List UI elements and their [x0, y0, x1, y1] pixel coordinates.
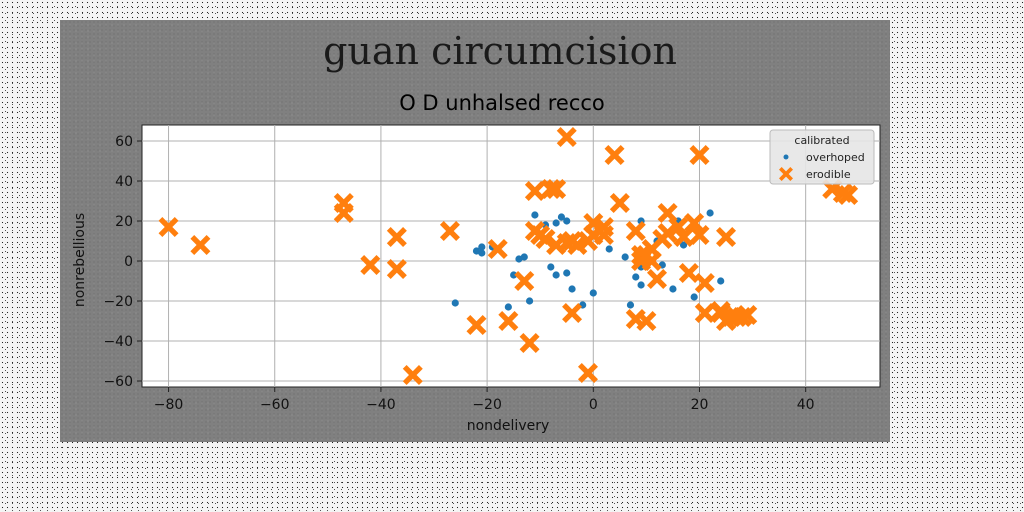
data-point-erodible: [360, 255, 381, 275]
series-erodible: [158, 127, 859, 385]
data-point-overhoped: [632, 273, 640, 281]
data-point-overhoped: [626, 301, 635, 309]
data-point-erodible: [657, 223, 678, 243]
data-point-erodible: [535, 229, 556, 249]
data-point-erodible: [604, 145, 625, 165]
x-tick-label: 0: [589, 397, 598, 413]
data-point-erodible: [402, 365, 423, 385]
data-point-overhoped: [478, 249, 486, 257]
scatter-chart: guan circumcision O D unhalsed recco −80…: [72, 29, 881, 434]
legend-x-shape: [779, 167, 793, 181]
y-tick-label: −20: [103, 294, 133, 310]
data-point-erodible: [439, 221, 460, 241]
grid-lines: [142, 125, 880, 387]
data-point-erodible: [546, 179, 567, 199]
legend-label-overhoped: overhoped: [806, 151, 865, 164]
data-point-overhoped: [552, 271, 560, 279]
data-point-erodible: [631, 245, 652, 265]
data-point-erodible: [514, 271, 535, 291]
data-point-erodible: [487, 239, 508, 259]
data-point-erodible: [716, 227, 737, 247]
data-point-erodible: [684, 213, 705, 233]
x-tick-label: −80: [154, 397, 184, 413]
data-point-erodible: [386, 227, 407, 247]
data-point-erodible: [625, 221, 646, 241]
data-point-erodible: [668, 217, 689, 237]
legend-marker-overhoped: [783, 154, 789, 160]
x-tick-label: −20: [472, 397, 502, 413]
data-point-overhoped: [525, 297, 534, 305]
data-point-erodible: [524, 181, 545, 201]
data-point-erodible: [519, 333, 540, 353]
data-point-erodible: [577, 363, 598, 383]
y-tick-label: −40: [103, 334, 133, 350]
data-point-erodible: [540, 179, 561, 199]
data-point-overhoped: [552, 219, 560, 227]
data-point-overhoped: [568, 285, 576, 293]
data-point-overhoped: [621, 253, 629, 261]
data-point-overhoped: [510, 271, 518, 279]
data-point-erodible: [158, 217, 179, 237]
y-tick-label: −60: [103, 374, 133, 390]
data-point-erodible: [636, 311, 657, 331]
data-point-erodible: [386, 259, 407, 279]
data-point-erodible: [737, 305, 758, 325]
data-point-erodible: [498, 311, 519, 331]
data-point-overhoped: [504, 303, 512, 311]
plot-area: [141, 124, 881, 388]
data-point-overhoped: [531, 211, 539, 219]
data-point-overhoped: [451, 299, 459, 307]
chart-subtitle: O D unhalsed recco: [399, 91, 605, 115]
legend: calibrated overhoped erodible: [769, 129, 875, 185]
series-layer: [158, 127, 859, 385]
data-point-erodible: [694, 303, 715, 323]
data-point-overhoped: [478, 243, 486, 251]
data-point-overhoped: [605, 245, 613, 253]
data-point-erodible: [593, 217, 614, 237]
data-point-erodible: [689, 225, 710, 245]
x-axis-ticks: −80 −60 −40 −20 0 20 40: [154, 387, 815, 413]
data-point-erodible: [678, 263, 699, 283]
legend-marker-erodible: [779, 167, 793, 181]
data-point-overhoped: [706, 209, 714, 217]
data-point-erodible: [694, 273, 715, 293]
data-point-overhoped: [589, 289, 597, 297]
data-point-overhoped: [547, 263, 555, 271]
data-point-overhoped: [563, 217, 571, 225]
x-tick-label: −60: [260, 397, 290, 413]
data-point-erodible: [838, 185, 859, 205]
figure: guan circumcision O D unhalsed recco −80…: [60, 20, 890, 442]
data-point-overhoped: [637, 281, 645, 289]
data-point-overhoped: [557, 213, 566, 221]
data-point-overhoped: [563, 269, 571, 277]
data-point-erodible: [689, 145, 710, 165]
y-axis-label: nonrebellious: [72, 213, 88, 307]
data-point-overhoped: [690, 293, 698, 301]
y-tick-label: 0: [124, 254, 133, 270]
y-tick-label: 20: [115, 214, 133, 230]
x-tick-label: 20: [691, 397, 709, 413]
x-tick-label: −40: [366, 397, 396, 413]
data-point-overhoped: [679, 241, 688, 249]
chart-title: guan circumcision: [323, 29, 677, 73]
x-tick-label: 40: [797, 397, 815, 413]
data-point-erodible: [609, 193, 630, 213]
legend-title: calibrated: [794, 134, 849, 147]
data-point-erodible: [190, 235, 211, 255]
data-point-erodible: [647, 269, 668, 289]
data-point-overhoped: [520, 253, 528, 261]
y-tick-label: 60: [115, 134, 133, 150]
data-point-erodible: [466, 315, 487, 335]
legend-label-erodible: erodible: [806, 168, 851, 181]
x-axis-label: nondelivery: [467, 418, 550, 434]
legend-box: [769, 129, 875, 185]
data-point-erodible: [556, 127, 577, 147]
y-axis-ticks: −60 −40 −20 0 20 40 60: [103, 134, 142, 390]
y-tick-label: 40: [115, 174, 133, 190]
data-point-erodible: [562, 303, 583, 323]
data-point-overhoped: [669, 285, 677, 293]
data-point-overhoped: [717, 277, 725, 285]
data-point-erodible: [333, 203, 354, 223]
